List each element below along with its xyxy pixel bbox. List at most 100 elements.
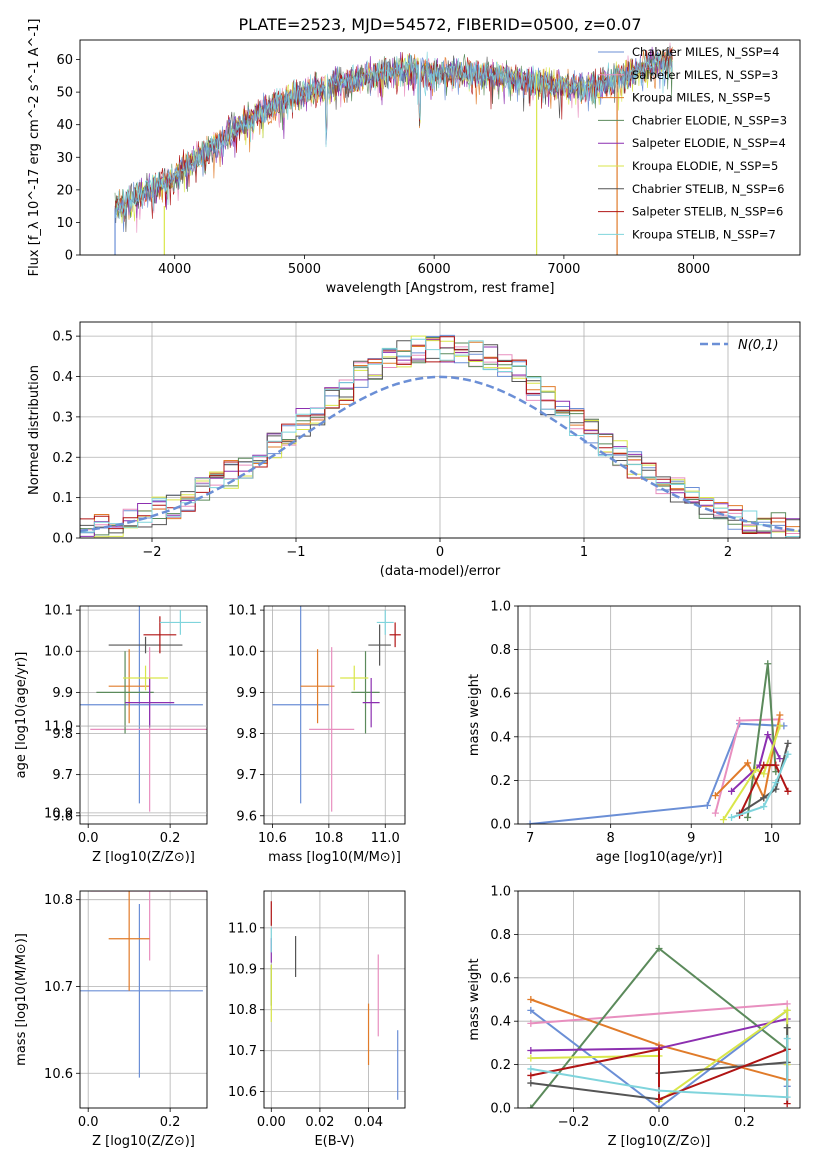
normal-curve — [80, 375, 800, 533]
weight-marker — [783, 1100, 791, 1108]
weight-marker — [527, 1104, 535, 1108]
charts-layer: 4000 5000 6000 7000 80000102030405060Chabrie… — [14, 19, 801, 1149]
y-tick-label: 9.8 — [52, 727, 73, 742]
y-tick-label: 10.0 — [44, 645, 73, 660]
age_vs_Z-frame — [79, 605, 208, 825]
massweight_vs_Z-plot — [527, 945, 791, 1108]
massweight_vs_Z-ylabel: mass weight — [467, 958, 482, 1040]
weight-marker — [760, 794, 768, 802]
y-tick-label: 0.4 — [490, 1015, 511, 1030]
y-tick-label: 10.9 — [44, 806, 73, 821]
weight-marker — [527, 996, 535, 1003]
y-tick-label: 0.8 — [490, 928, 511, 943]
age_vs_mass-frame — [263, 605, 406, 825]
spectrum-panel: 4000 5000 6000 7000 8000 0 10 20 30 40 50 60 — [56, 39, 801, 277]
weight-marker — [655, 945, 663, 953]
x-tick-label: 5000 — [288, 262, 321, 277]
mass_vs_ebv-xlabel: E(B-V) — [314, 1134, 354, 1149]
y-tick-label: 0.2 — [490, 1058, 511, 1073]
weight-marker — [655, 1087, 663, 1095]
weight-marker — [744, 759, 752, 767]
weight-marker — [764, 731, 772, 739]
weight-marker — [752, 766, 760, 773]
x-tick-label: 8 — [607, 831, 615, 846]
x-tick-label: 0.02 — [305, 1115, 334, 1130]
y-tick-label: 20 — [56, 183, 73, 198]
x-tick-label: 0.2 — [734, 1115, 755, 1130]
y-tick-label: 0.1 — [52, 491, 73, 506]
age_vs_mass-plot — [272, 606, 401, 812]
weight-marker — [784, 750, 792, 758]
y-tick-label: 0.2 — [52, 451, 73, 466]
spectrum-series — [114, 45, 673, 233]
x-tick-label: −0.2 — [558, 1115, 590, 1130]
weight-marker — [764, 660, 772, 668]
weight-marker — [736, 716, 744, 724]
weight-marker — [772, 779, 780, 787]
x-tick-label: 0.00 — [257, 1115, 286, 1130]
x-tick-label: 0.2 — [160, 1115, 181, 1130]
legend-label: Kroupa ELODIE, N_SSP=5 — [632, 159, 778, 173]
y-tick-label: 0.5 — [52, 330, 73, 345]
y-tick-label: 60 — [56, 53, 73, 68]
weight-marker — [783, 1093, 791, 1101]
x-tick-label: 8000 — [677, 262, 710, 277]
x-tick-label: 0.0 — [78, 1115, 99, 1130]
y-tick-label: 9.6 — [236, 809, 257, 824]
weight-marker — [760, 770, 768, 778]
x-tick-label: 7000 — [547, 262, 580, 277]
weight-marker — [728, 787, 736, 795]
weight-marker — [784, 739, 792, 747]
y-tick-label: 0.6 — [490, 971, 511, 986]
x-tick-label: 0.04 — [354, 1115, 383, 1130]
weight-marker — [783, 1035, 791, 1043]
legend-label: Kroupa STELIB, N_SSP=7 — [632, 227, 776, 241]
x-tick-label: 4000 — [158, 262, 191, 277]
y-tick-label: 9.9 — [236, 686, 257, 701]
figure-title: PLATE=2523, MJD=54572, FIBERID=0500, z=0… — [238, 15, 641, 34]
weight-marker — [784, 787, 792, 795]
massweight_vs_Z-xlabel: Z [log10(Z/Z⊙)] — [608, 1134, 711, 1149]
x-tick-label: 11.0 — [371, 831, 400, 846]
spectrum-series — [114, 48, 673, 233]
y-tick-label: 0.4 — [490, 730, 511, 745]
y-tick-label: 10.8 — [44, 893, 73, 908]
y-tick-label: 10.6 — [44, 1067, 73, 1082]
weight-series-line — [530, 1038, 789, 1099]
y-tick-label: 1.0 — [490, 885, 511, 900]
x-tick-label: 0 — [436, 545, 444, 560]
y-tick-label: 10 — [56, 216, 73, 231]
mass_vs_Z-panel: 0.0 0.2 10.6 10.7 10.8 10.9 11.0 — [44, 720, 208, 1130]
mass_vs_Z-plot — [80, 891, 207, 1078]
y-tick-label: 0.4 — [52, 370, 73, 385]
x-tick-label: 10 — [764, 831, 781, 846]
residuals-frame — [79, 321, 801, 539]
y-tick-label: 9.7 — [236, 768, 257, 783]
age_vs_Z-panel: 0.0 0.2 9.6 9.7 9.8 9.9 10.0 10.1 — [44, 604, 208, 846]
weight-marker — [783, 1006, 791, 1014]
residuals-plot — [80, 334, 800, 538]
legend-label: Salpeter ELODIE, N_SSP=4 — [632, 136, 786, 150]
spectrum-ylabel: Flux [f_λ 10^-17 erg cm^-2 s^-1 A^-1] — [27, 19, 42, 277]
legend-label: Salpeter MILES, N_SSP=3 — [632, 68, 778, 82]
massweight_vs_age-frame — [517, 605, 801, 825]
weight-marker — [760, 761, 768, 769]
x-tick-label: −1 — [286, 545, 305, 560]
weight-marker — [760, 803, 768, 811]
weight-marker — [527, 1019, 535, 1027]
weight-marker — [526, 820, 534, 824]
x-tick-label: 9 — [687, 831, 695, 846]
weight-marker — [783, 1000, 791, 1008]
y-tick-label: 10.9 — [228, 962, 257, 977]
y-tick-label: 0 — [65, 249, 73, 264]
y-tick-label: 30 — [56, 151, 73, 166]
y-tick-label: 11.0 — [44, 720, 73, 735]
y-tick-label: 40 — [56, 118, 73, 133]
massweight_vs_Z-panel: −0.2 0.0 0.2 0.0 0.2 0.4 0.6 0.8 1.0 — [490, 885, 801, 1130]
residuals-ylabel: Normed distribution — [27, 365, 42, 495]
y-tick-label: 0.0 — [490, 1102, 511, 1117]
spectrum-series — [114, 51, 673, 220]
y-tick-label: 0.8 — [490, 643, 511, 658]
weight-marker — [776, 722, 784, 730]
